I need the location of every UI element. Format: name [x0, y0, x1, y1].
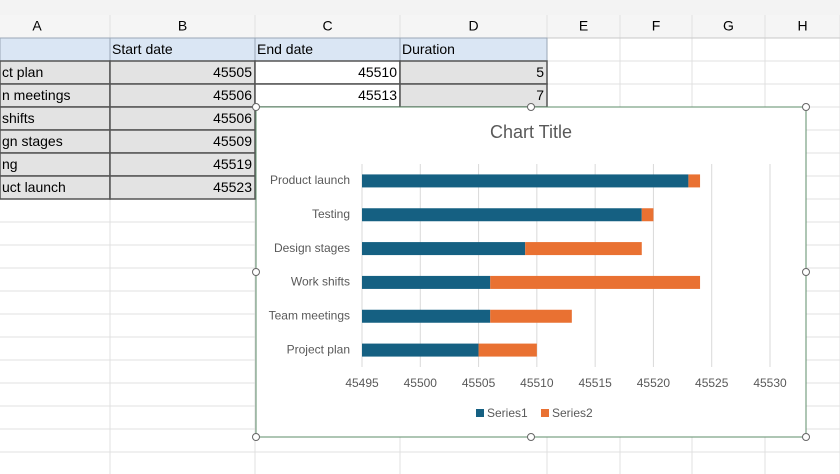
legend-swatch: [541, 409, 549, 417]
cell-text: End date: [257, 41, 313, 57]
x-tick-label: 45530: [753, 376, 787, 390]
y-tick-label: Product launch: [270, 173, 350, 187]
bar-segment: [362, 242, 526, 256]
x-tick-label: 45520: [637, 376, 671, 390]
resize-handle[interactable]: [802, 268, 810, 276]
y-tick-label: Design stages: [274, 241, 350, 255]
column-header[interactable]: C: [322, 18, 332, 34]
cell-text: ct plan: [2, 64, 43, 80]
column-header[interactable]: H: [797, 18, 807, 34]
column-header[interactable]: D: [468, 18, 478, 34]
cell[interactable]: [109, 175, 256, 200]
cell-text: 45519: [213, 156, 252, 172]
column-header[interactable]: B: [178, 18, 187, 34]
y-tick-label: Project plan: [287, 342, 350, 356]
cell[interactable]: [0, 37, 111, 62]
bar-segment: [362, 208, 642, 222]
legend-swatch: [476, 409, 484, 417]
bar-segment: [490, 309, 572, 323]
chart-title: Chart Title: [490, 122, 572, 142]
cell-text: 45506: [213, 110, 252, 126]
y-tick-label: Work shifts: [291, 275, 350, 289]
cell-text: gn stages: [2, 133, 63, 149]
column-header[interactable]: A: [32, 18, 42, 34]
resize-handle[interactable]: [802, 433, 810, 441]
bar-segment: [641, 208, 654, 222]
x-tick-label: 45510: [520, 376, 554, 390]
x-tick-label: 45500: [404, 376, 438, 390]
cell-text: Start date: [112, 41, 173, 57]
resize-handle[interactable]: [252, 433, 260, 441]
column-header[interactable]: E: [579, 18, 588, 34]
cell-text: 45509: [213, 133, 252, 149]
y-tick-label: Team meetings: [269, 308, 350, 322]
resize-handle[interactable]: [527, 433, 535, 441]
bar-segment: [478, 343, 537, 357]
cell-text: 45510: [358, 64, 397, 80]
cell-text: ng: [2, 156, 18, 172]
cell-text: 45505: [213, 64, 252, 80]
cell[interactable]: [399, 60, 548, 85]
x-tick-label: 45525: [695, 376, 729, 390]
resize-handle[interactable]: [802, 103, 810, 111]
bar-segment: [362, 275, 491, 289]
cell-text: 5: [536, 64, 544, 80]
cell-text: uct launch: [2, 179, 66, 195]
cell-text: 45513: [358, 87, 397, 103]
resize-handle[interactable]: [252, 268, 260, 276]
legend-label: Series2: [552, 406, 593, 420]
y-tick-label: Testing: [312, 207, 350, 221]
cell-text: 45506: [213, 87, 252, 103]
bar-segment: [362, 309, 491, 323]
cell-text: n meetings: [2, 87, 70, 103]
column-header[interactable]: F: [652, 18, 661, 34]
chart[interactable]: Chart Title 45495 45500 45505 45510 45515 4552…: [252, 103, 810, 441]
column-header-bar: [0, 15, 840, 38]
cell-text: 7: [536, 87, 544, 103]
cell-text: Duration: [402, 41, 455, 57]
toolbar-strip: [0, 0, 840, 15]
column-header[interactable]: G: [723, 18, 734, 34]
bar-segment: [362, 174, 689, 188]
cell-text: 45523: [213, 179, 252, 195]
resize-handle[interactable]: [527, 103, 535, 111]
resize-handle[interactable]: [252, 103, 260, 111]
x-tick-label: 45505: [462, 376, 496, 390]
legend-label: Series1: [487, 406, 528, 420]
x-tick-label: 45515: [578, 376, 612, 390]
bar-segment: [525, 242, 642, 256]
bar-segment: [490, 275, 701, 289]
x-tick-label: 45495: [345, 376, 379, 390]
cell[interactable]: [399, 83, 548, 108]
cell-text: shifts: [2, 110, 35, 126]
bar-segment: [362, 343, 479, 357]
bar-segment: [688, 174, 701, 188]
